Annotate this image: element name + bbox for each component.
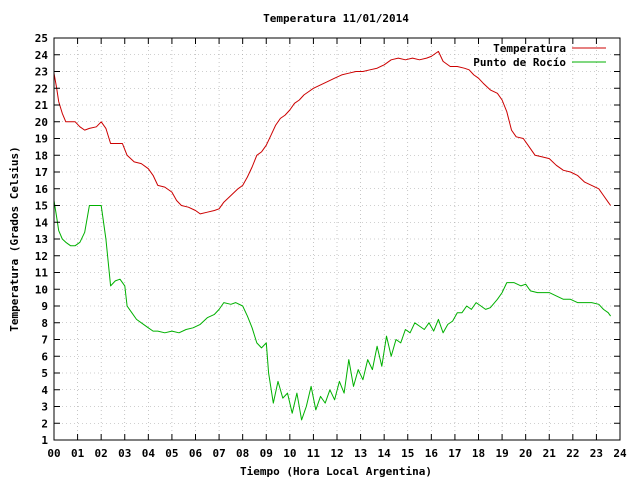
- y-tick-label: 15: [35, 200, 48, 213]
- y-tick-label: 9: [41, 300, 48, 313]
- x-tick-label: 11: [307, 447, 321, 460]
- x-tick-label: 21: [543, 447, 557, 460]
- x-tick-label: 13: [354, 447, 367, 460]
- x-tick-label: 04: [142, 447, 156, 460]
- series-layer: [53, 50, 612, 421]
- x-tick-label: 05: [165, 447, 178, 460]
- y-tick-label: 12: [35, 250, 48, 263]
- x-tick-label: 10: [283, 447, 296, 460]
- grid: [54, 38, 620, 440]
- y-tick-label: 20: [35, 116, 48, 129]
- x-tick-label: 24: [613, 447, 627, 460]
- y-tick-label: 4: [41, 384, 48, 397]
- x-tick-label: 00: [47, 447, 60, 460]
- series-line-temperatura: [53, 50, 612, 215]
- y-axis-label: Temperatura (Grados Celsius): [8, 146, 21, 331]
- y-tick-label: 17: [35, 166, 48, 179]
- y-tick-label: 2: [41, 417, 48, 430]
- x-tick-label: 08: [236, 447, 249, 460]
- x-tick-label: 16: [425, 447, 439, 460]
- chart-title: Temperatura 11/01/2014: [263, 12, 409, 25]
- x-tick-label: 20: [519, 447, 532, 460]
- y-tick-label: 13: [35, 233, 48, 246]
- y-tick-label: 23: [35, 66, 48, 79]
- legend-label: Punto de Rocío: [473, 56, 566, 69]
- y-tick-label: 14: [35, 216, 49, 229]
- y-tick-label: 8: [41, 317, 48, 330]
- x-tick-label: 23: [590, 447, 603, 460]
- x-tick-label: 17: [448, 447, 461, 460]
- y-tick-label: 7: [41, 334, 48, 347]
- y-tick-label: 19: [35, 133, 48, 146]
- x-tick-label: 22: [566, 447, 579, 460]
- x-tick-label: 18: [472, 447, 485, 460]
- y-tick-label: 21: [35, 99, 49, 112]
- y-tick-label: 22: [35, 82, 48, 95]
- x-axis-label: Tiempo (Hora Local Argentina): [240, 465, 432, 478]
- y-tick-label: 3: [41, 401, 48, 414]
- y-tick-label: 16: [35, 183, 49, 196]
- y-tick-label: 1: [41, 434, 48, 447]
- y-tick-label: 5: [41, 367, 48, 380]
- y-tick-label: 18: [35, 149, 48, 162]
- tick-layer: 1234567891011121314151617181920212223242…: [35, 32, 627, 460]
- y-tick-label: 11: [35, 267, 49, 280]
- x-tick-label: 01: [71, 447, 85, 460]
- x-tick-label: 02: [95, 447, 108, 460]
- x-tick-label: 06: [189, 447, 203, 460]
- x-tick-label: 12: [330, 447, 343, 460]
- x-tick-label: 14: [378, 447, 392, 460]
- x-tick-label: 07: [212, 447, 225, 460]
- x-tick-label: 03: [118, 447, 131, 460]
- legend-label: Temperatura: [493, 42, 566, 55]
- y-tick-label: 10: [35, 283, 48, 296]
- y-tick-label: 25: [35, 32, 48, 45]
- x-tick-label: 19: [495, 447, 508, 460]
- y-tick-label: 6: [41, 350, 48, 363]
- x-tick-label: 09: [260, 447, 273, 460]
- series-line-punto-de-rocio: [53, 200, 612, 421]
- x-tick-label: 15: [401, 447, 414, 460]
- y-tick-label: 24: [35, 49, 49, 62]
